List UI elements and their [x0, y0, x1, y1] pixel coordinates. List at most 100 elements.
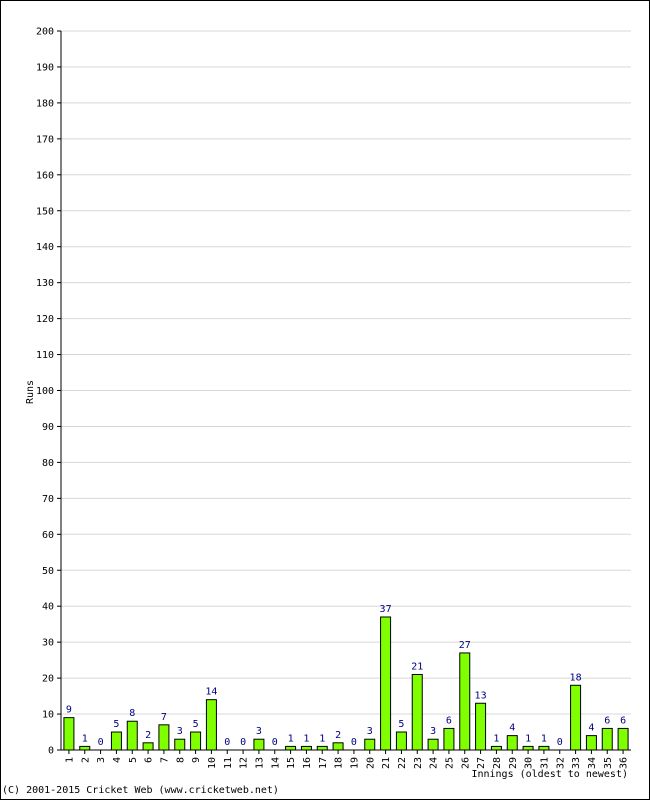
data-label: 4	[588, 723, 594, 734]
y-tick-label: 130	[36, 278, 54, 289]
x-tick-label: 33	[571, 757, 582, 769]
bar	[411, 674, 423, 751]
x-tick-label: 15	[286, 757, 297, 769]
y-axis-title: Runs	[25, 380, 36, 404]
y-tick-label: 200	[36, 27, 54, 38]
bar	[364, 738, 376, 751]
data-label: 6	[604, 715, 610, 726]
bar	[570, 684, 582, 751]
data-label: 5	[398, 719, 404, 730]
data-label: 1	[288, 733, 294, 744]
data-label: 0	[351, 737, 357, 748]
x-tick-label: 3	[96, 757, 107, 763]
bar	[617, 727, 629, 751]
data-label: 0	[240, 737, 246, 748]
x-tick-label: 24	[429, 757, 440, 769]
y-tick-label: 80	[42, 458, 54, 469]
bar	[174, 738, 186, 751]
x-axis-title: Innings (oldest to newest)	[471, 769, 628, 780]
x-tick-label: 1	[64, 757, 75, 763]
x-tick-label: 12	[239, 757, 250, 769]
x-tick-label: 19	[349, 757, 360, 769]
bar	[300, 745, 312, 751]
x-axis-ticks: 1 2 3 4 5 6 7 8 9 10 11 12 13 14 15 16 17 18 19 20 21 22 23 24 2…	[64, 750, 630, 769]
x-tick-label: 4	[112, 757, 123, 763]
y-tick-label: 110	[36, 350, 54, 361]
data-label: 3	[256, 726, 262, 737]
data-label: 1	[493, 733, 499, 744]
bar	[63, 717, 75, 751]
bar	[253, 738, 265, 751]
x-tick-label: 10	[207, 757, 218, 769]
data-label: 9	[66, 705, 72, 716]
x-tick-label: 9	[191, 757, 202, 763]
data-label: 1	[525, 733, 531, 744]
data-label: 0	[557, 737, 563, 748]
y-tick-label: 70	[42, 494, 54, 505]
data-label: 1	[319, 733, 325, 744]
data-label: 13	[475, 690, 487, 701]
bar	[585, 735, 597, 751]
data-label: 7	[161, 712, 167, 723]
x-tick-label: 16	[302, 757, 313, 769]
bar	[522, 745, 534, 751]
x-tick-label: 20	[365, 757, 376, 769]
x-tick-label: 23	[413, 757, 424, 769]
x-tick-label: 27	[476, 757, 487, 769]
x-tick-label: 30	[524, 757, 535, 769]
y-tick-label: 140	[36, 242, 54, 253]
x-tick-label: 8	[175, 757, 186, 763]
data-label: 27	[459, 640, 471, 651]
bar	[205, 699, 217, 751]
data-label: 4	[509, 723, 515, 734]
data-label: 6	[620, 715, 626, 726]
x-tick-label: 35	[603, 757, 614, 769]
y-axis-ticks: 0 10 20 30 40 50 60 70 80 90 100 110 120 130 140 150 160…	[36, 27, 61, 757]
data-label: 14	[205, 687, 217, 698]
y-tick-label: 190	[36, 62, 54, 73]
data-label: 3	[430, 726, 436, 737]
copyright-notice: (C) 2001-2015 Cricket Web (www.cricketwe…	[2, 785, 279, 796]
bar	[316, 745, 328, 751]
y-tick-label: 30	[42, 638, 54, 649]
bar	[443, 727, 455, 751]
x-tick-label: 11	[223, 757, 234, 769]
data-label: 5	[113, 719, 119, 730]
bar	[490, 745, 502, 751]
y-tick-label: 120	[36, 314, 54, 325]
bar	[475, 702, 487, 751]
bar	[427, 738, 439, 751]
x-tick-label: 7	[159, 757, 170, 763]
x-tick-label: 14	[270, 757, 281, 769]
data-label: 0	[272, 737, 278, 748]
bar	[79, 745, 91, 751]
y-tick-label: 0	[48, 746, 54, 757]
bar	[158, 724, 170, 751]
x-tick-label: 2	[80, 757, 91, 763]
x-tick-label: 6	[144, 757, 155, 763]
data-label: 3	[177, 726, 183, 737]
bar	[142, 742, 154, 751]
x-tick-label: 28	[492, 757, 503, 769]
data-label: 3	[367, 726, 373, 737]
data-label: 18	[570, 672, 582, 683]
x-tick-label: 34	[587, 757, 598, 769]
data-label: 8	[129, 708, 135, 719]
data-label: 1	[541, 733, 547, 744]
data-label: 2	[335, 730, 341, 741]
y-tick-label: 100	[36, 386, 54, 397]
y-tick-label: 160	[36, 170, 54, 181]
y-tick-label: 180	[36, 98, 54, 109]
x-tick-label: 13	[254, 757, 265, 769]
x-tick-label: 26	[460, 757, 471, 769]
bar	[190, 731, 202, 751]
bar	[285, 745, 297, 751]
y-tick-label: 40	[42, 602, 54, 613]
axes	[60, 31, 631, 751]
y-tick-label: 10	[42, 710, 54, 721]
bar	[601, 727, 613, 751]
x-tick-label: 32	[555, 757, 566, 769]
y-tick-label: 150	[36, 206, 54, 217]
x-tick-label: 25	[444, 757, 455, 769]
